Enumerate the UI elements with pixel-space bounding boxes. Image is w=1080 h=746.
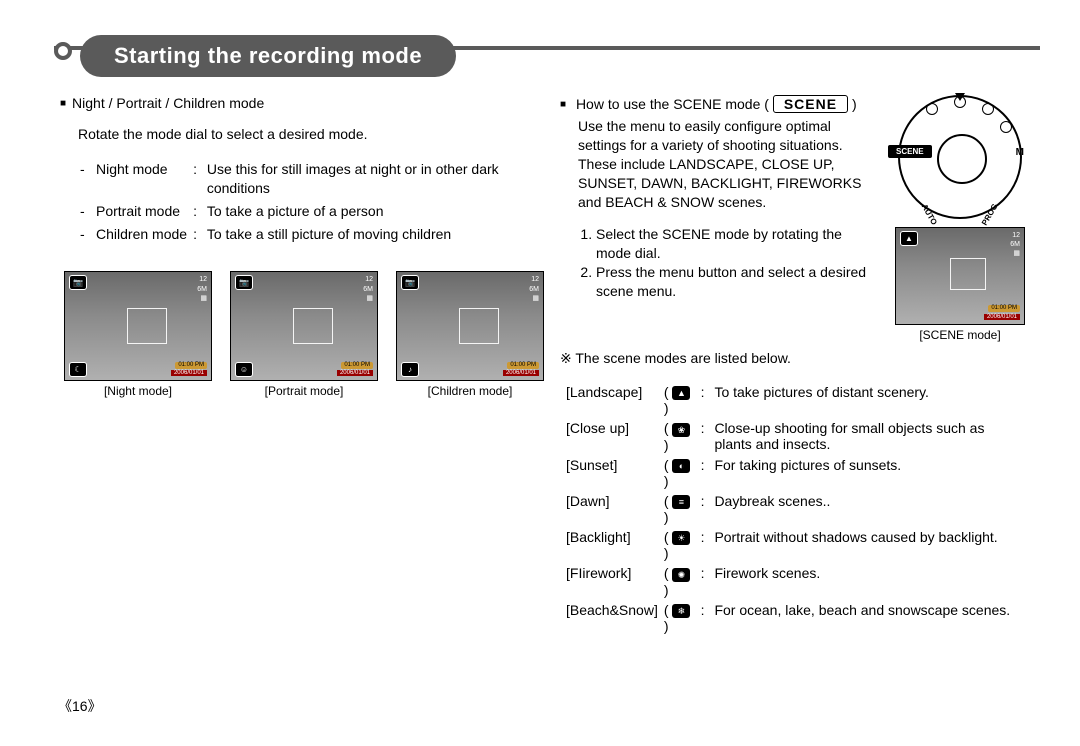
closeup-icon: ❀	[672, 423, 690, 437]
mode-desc-2: To take a still picture of moving childr…	[207, 225, 538, 246]
camera-icon: 📷	[235, 275, 253, 290]
right-section-title: How to use the SCENE mode ( SCENE )	[560, 95, 876, 113]
left-mode-definitions: - Night mode : Use this for still images…	[78, 158, 540, 248]
sunset-icon: ◐	[672, 459, 690, 473]
thumb-caption-0: [Night mode]	[64, 384, 212, 398]
thumb-night: 📷 12 6M ▦ ☾ 01:00 PM 2006/01/01 [	[64, 271, 212, 398]
dawn-icon: ≡	[672, 495, 690, 509]
scene-mode-icon: ▲	[900, 231, 918, 246]
lcd-night: 📷 12 6M ▦ ☾ 01:00 PM 2006/01/01	[64, 271, 212, 381]
thumb-caption-2: [Children mode]	[396, 384, 544, 398]
dial-prog-label: PROG	[980, 202, 1000, 227]
backlight-icon: ☀	[672, 531, 690, 545]
header-dot	[54, 42, 72, 60]
left-intro: Rotate the mode dial to select a desired…	[78, 125, 540, 144]
mode-name-0: Night mode	[96, 160, 191, 200]
beachsnow-icon: ❄	[672, 604, 690, 618]
mode-desc-1: To take a picture of a person	[207, 202, 538, 223]
lcd-children: 📷 12 6M ▦ ♪ 01:00 PM 2006/01/01	[396, 271, 544, 381]
mode-dial: SCENE M AUTO PROG	[898, 95, 1022, 219]
left-section-title: Night / Portrait / Children mode	[60, 95, 540, 111]
firework-icon: ✺	[672, 568, 690, 582]
dial-m-label: M	[1016, 147, 1024, 158]
thumb-caption-1: [Portrait mode]	[230, 384, 378, 398]
scene-thumb-caption: [SCENE mode]	[890, 328, 1030, 342]
night-mode-icon: ☾	[69, 362, 87, 377]
thumb-children: 📷 12 6M ▦ ♪ 01:00 PM 2006/01/01 [	[396, 271, 544, 398]
children-mode-icon: ♪	[401, 362, 419, 377]
dial-auto-label: AUTO	[920, 202, 939, 226]
camera-icon: 📷	[69, 275, 87, 290]
landscape-icon: ▲	[672, 386, 690, 400]
lcd-scene: ▲ 12 6M ▦ 01:00 PM 2006/01/01	[895, 227, 1025, 325]
mode-desc-0: Use this for still images at night or in…	[207, 160, 538, 200]
osd-shots: 12	[197, 275, 207, 284]
scene-list-note: The scene modes are listed below.	[560, 350, 1030, 367]
osd-size: 6M	[197, 285, 207, 294]
right-intro: Use the menu to easily configure optimal…	[578, 117, 876, 211]
right-step-1: Select the SCENE mode by rotating the mo…	[596, 225, 876, 263]
camera-icon: 📷	[401, 275, 419, 290]
scene-badge: SCENE	[773, 95, 848, 113]
dial-scene-label: SCENE	[888, 145, 932, 158]
thumb-portrait: 📷 12 6M ▦ ☺ 01:00 PM 2006/01/01 [	[230, 271, 378, 398]
header-pill: Starting the recording mode	[80, 35, 456, 77]
portrait-mode-icon: ☺	[235, 362, 253, 377]
mode-name-2: Children mode	[96, 225, 191, 246]
mode-name-1: Portrait mode	[96, 202, 191, 223]
lcd-portrait: 📷 12 6M ▦ ☺ 01:00 PM 2006/01/01	[230, 271, 378, 381]
right-step-2: Press the menu button and select a desir…	[596, 263, 876, 301]
scene-list: [Landscape] ( ▲ ) : To take pictures of …	[564, 381, 1030, 637]
osd-date: 2006/01/01	[171, 370, 207, 376]
osd-time: 01:00 PM	[175, 362, 207, 369]
page-title: Starting the recording mode	[114, 43, 422, 69]
page-number: 《16》	[58, 696, 102, 716]
